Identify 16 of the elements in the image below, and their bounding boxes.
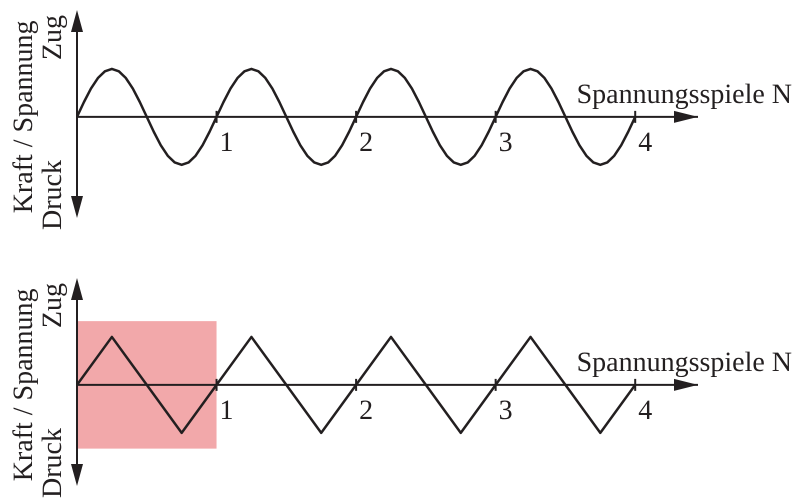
- y-axis-title: Kraft / Spannung: [8, 288, 39, 482]
- x-axis-title: Spannungsspiele N: [576, 346, 792, 378]
- x-axis-title: Spannungsspiele N: [576, 78, 792, 110]
- x-tick-label: 4: [638, 126, 652, 158]
- y-axis-title: Kraft / Spannung: [8, 20, 39, 214]
- text: Zug: [37, 15, 68, 60]
- x-tick-label: 3: [498, 394, 513, 426]
- text: Druck: [37, 428, 68, 498]
- x-tick-label: 4: [638, 394, 652, 426]
- x-tick-label: 2: [359, 394, 374, 426]
- x-tick-label: 2: [359, 126, 374, 158]
- x-tick-label: 1: [220, 126, 234, 158]
- x-tick-label: 3: [498, 126, 513, 158]
- x-tick-label: 1: [220, 394, 234, 426]
- text: Druck: [37, 160, 68, 230]
- text: Zug: [37, 283, 68, 328]
